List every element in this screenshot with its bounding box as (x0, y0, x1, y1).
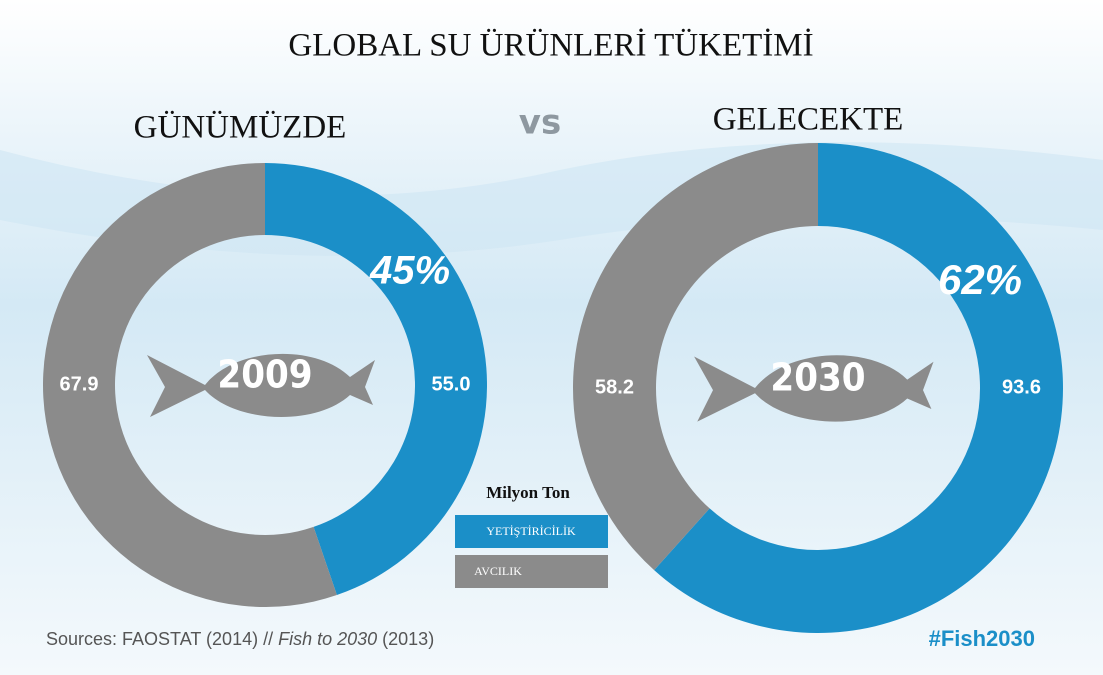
source-part: Sources: FAOSTAT (2014) // (46, 629, 278, 649)
share-label: 62% (938, 256, 1022, 303)
source-part: Fish to 2030 (278, 629, 377, 649)
share-label: 45% (369, 249, 450, 293)
value-label: 67.9 (60, 373, 99, 395)
infographic: GLOBAL SU ÜRÜNLERİ TÜKETİMİ GÜNÜMÜZDE vs… (0, 0, 1103, 675)
hashtag: #Fish2030 (929, 626, 1035, 651)
source-part: (2013) (377, 629, 434, 649)
main-title: GLOBAL SU ÜRÜNLERİ TÜKETİMİ (288, 28, 813, 64)
legend-label: AVCILIK (474, 564, 522, 578)
page: GLOBAL SU ÜRÜNLERİ TÜKETİMİ GÜNÜMÜZDE vs… (0, 0, 1103, 675)
chart-title: GÜNÜMÜZDE (134, 110, 347, 146)
value-label: 55.0 (432, 373, 471, 395)
chart-title: GELECEKTE (713, 102, 904, 138)
center-label: 2030 (770, 356, 865, 400)
value-label: 93.6 (1002, 376, 1041, 398)
legend-title: Milyon Ton (486, 483, 570, 502)
center-label: 2009 (217, 353, 312, 397)
source: Sources: FAOSTAT (2014) // Fish to 2030 … (46, 629, 434, 649)
legend-label: YETİŞTİRİCİLİK (486, 524, 576, 538)
versus: vs (519, 103, 561, 143)
value-label: 58.2 (595, 376, 634, 398)
